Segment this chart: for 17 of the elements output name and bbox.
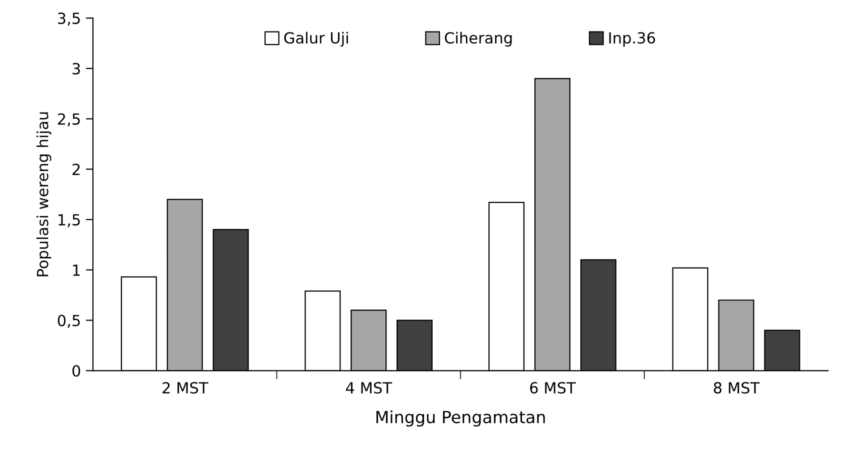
y-axis-title: Populasi wereng hijau — [36, 112, 52, 276]
legend-label: Galur Uji — [284, 32, 348, 47]
y-tick-label: 0 — [72, 365, 80, 377]
y-tick-label: 0,5 — [58, 314, 80, 328]
x-tick-label: 6 MST — [530, 382, 576, 394]
y-tick-label: 3 — [72, 62, 80, 74]
y-tick-label: 2 — [72, 164, 80, 175]
y-tick-label: 3,5 — [58, 12, 80, 26]
x-tick-label: 4 MST — [346, 382, 392, 394]
legend-label: Inp.36 — [609, 32, 656, 47]
x-tick-label: 2 MST — [162, 382, 208, 394]
y-tick-label: 1,5 — [58, 214, 80, 228]
y-tick-label: 2,5 — [58, 113, 80, 126]
y-tick-label: 1 — [73, 264, 80, 276]
legend-label: Ciherang — [444, 32, 512, 47]
x-axis-title: Minggu Pengamatan — [376, 410, 545, 427]
x-tick-label: 8 MST — [714, 382, 760, 394]
